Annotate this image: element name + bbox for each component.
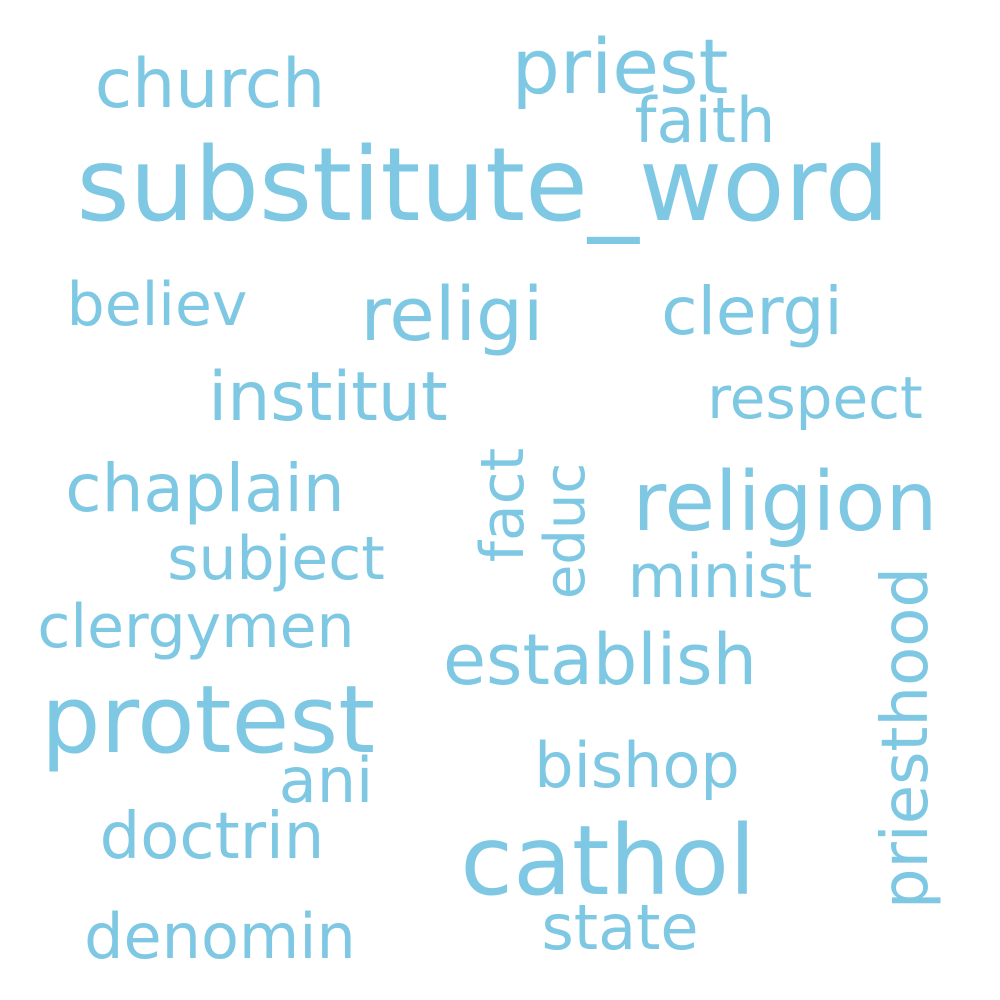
word-denomin: denomin xyxy=(84,900,356,973)
word-respect: respect xyxy=(707,364,923,432)
word-establish: establish xyxy=(442,619,758,701)
word-religi: religi xyxy=(360,272,544,358)
word-religion: religion xyxy=(632,455,938,550)
word-chaplain: chaplain xyxy=(65,450,345,527)
word-minist: minist xyxy=(627,542,813,612)
word-institut: institut xyxy=(208,358,448,437)
word-cathol: cathol xyxy=(460,805,756,917)
word-priesthood: priesthood xyxy=(869,566,943,910)
word-church: church xyxy=(94,45,326,124)
word-clergymen: clergymen xyxy=(37,592,355,662)
word-ani: ani xyxy=(278,744,374,817)
word-faith: faith xyxy=(634,84,776,157)
word-protest: protest xyxy=(40,666,376,775)
word-fact: fact xyxy=(468,447,538,563)
word-state: state xyxy=(541,891,699,964)
word-subject: subject xyxy=(167,524,385,594)
word-clergi: clergi xyxy=(661,273,843,350)
word-substitute-word: substitute_word xyxy=(76,126,890,245)
word-doctrin: doctrin xyxy=(99,800,325,874)
word-priest: priest xyxy=(511,22,729,111)
word-believ: believ xyxy=(66,270,248,340)
word-educ: educ xyxy=(533,462,598,600)
word-bishop: bishop xyxy=(534,729,740,802)
